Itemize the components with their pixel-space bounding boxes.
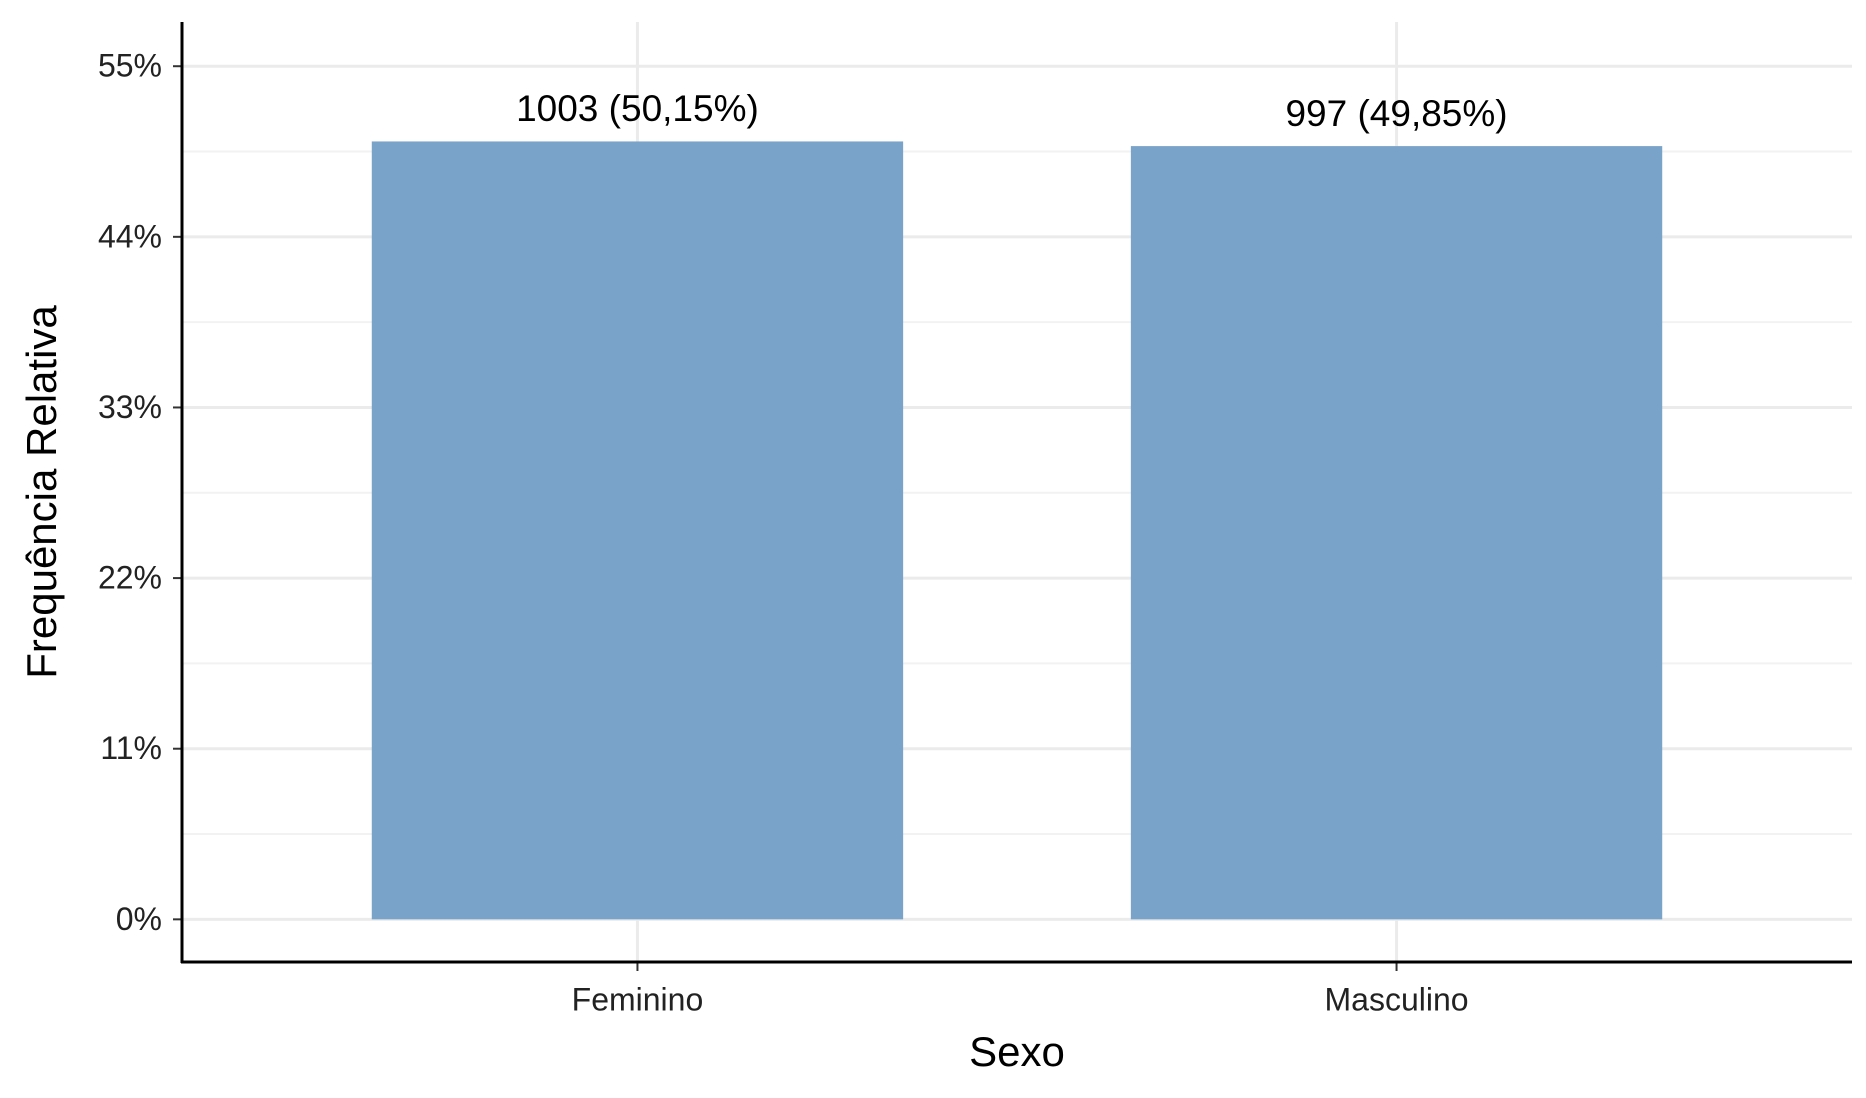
y-tick-label: 55% — [98, 48, 162, 84]
data-label: 1003 (50,15%) — [516, 88, 759, 129]
x-axis-title: Sexo — [969, 1028, 1065, 1075]
data-label: 997 (49,85%) — [1285, 93, 1507, 134]
x-tick-label: Feminino — [572, 981, 704, 1017]
y-tick-label: 22% — [98, 560, 162, 596]
y-tick-label: 0% — [116, 901, 162, 937]
bar — [371, 141, 904, 920]
y-tick-label: 11% — [100, 730, 162, 766]
x-tick-label: Masculino — [1325, 981, 1469, 1017]
y-tick-label: 44% — [98, 218, 162, 254]
bar — [1130, 146, 1663, 920]
y-tick-label: 33% — [98, 389, 162, 425]
y-axis-title: Frequência Relativa — [18, 305, 65, 679]
